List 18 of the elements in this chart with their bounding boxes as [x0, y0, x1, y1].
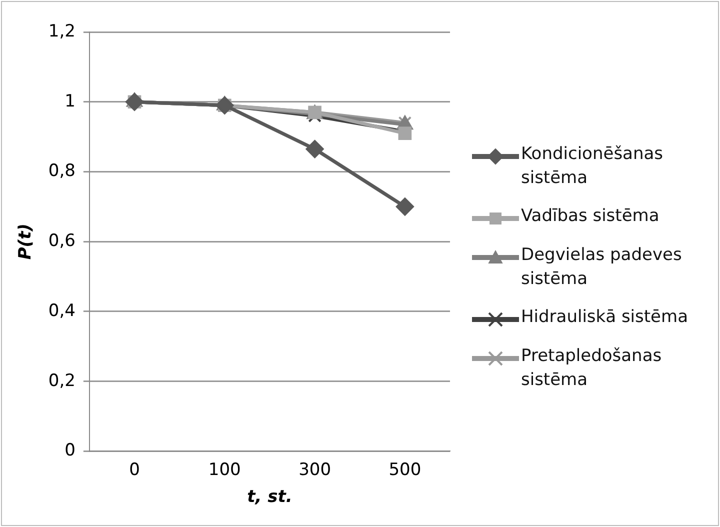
- y-tick-label: 0,2: [48, 370, 76, 391]
- x-tick-label: 100: [208, 460, 241, 480]
- legend-label: Hidrauliskā sistēma: [521, 306, 688, 329]
- y-tick-label: 0: [64, 440, 76, 461]
- y-axis-title: P(t): [16, 224, 36, 260]
- y-tick-label: 1: [64, 91, 76, 112]
- legend-label: Vadības sistēma: [521, 205, 660, 228]
- legend-label: Degvielas padeves sistēma: [521, 244, 683, 291]
- x-tick-label: 0: [129, 460, 140, 480]
- x-tick-label: 500: [388, 460, 422, 480]
- legend-label: Kondicionēšanas sistēma: [521, 143, 664, 190]
- y-tick-label: 0,6: [48, 231, 76, 252]
- y-tick-label: 1,2: [48, 21, 76, 42]
- y-tick-label: 0,8: [48, 161, 76, 182]
- legend-label: Pretapledošanas sistēma: [521, 345, 663, 392]
- y-tick-label: 0,4: [48, 300, 76, 321]
- x-tick-label: 300: [298, 460, 332, 480]
- x-axis-title: t, st.: [247, 487, 292, 508]
